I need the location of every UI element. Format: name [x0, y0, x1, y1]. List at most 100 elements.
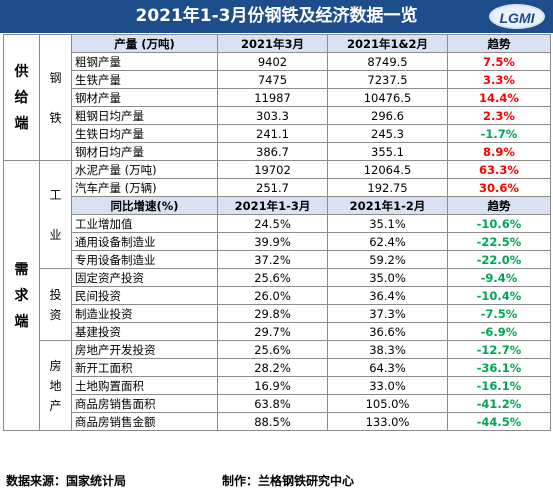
trend-value: -22.5% [447, 232, 551, 251]
subcategory-realestate: 房 地 产 [39, 340, 72, 431]
row-label: 通用设备制造业 [71, 232, 218, 251]
data-table: 供 给 端钢 铁产量 (万吨) 2021年3月 2021年1&2月 趋势 粗钢产量 940… [3, 34, 551, 431]
value-previous: 8749.5 [327, 52, 448, 71]
value-current: 37.2% [217, 250, 328, 269]
table-row: 房 地 产房地产开发投资 25.6% 38.3% -12.7% [4, 340, 551, 431]
value-previous: 35.1% [327, 214, 448, 233]
table-row: 同比增速(%) 2021年1-3月 2021年1-2月 趋势 [4, 196, 551, 215]
trend-value: -10.4% [447, 286, 551, 305]
subcategory-industry: 工 业 [39, 160, 72, 269]
column-header: 2021年3月 [217, 34, 328, 53]
row-label: 生铁产量 [71, 70, 218, 89]
value-previous: 37.3% [327, 304, 448, 323]
row-label: 钢材产量 [71, 88, 218, 107]
category-demand: 需 求 端 [3, 160, 40, 431]
value-previous: 64.3% [327, 358, 448, 377]
value-previous: 10476.5 [327, 88, 448, 107]
row-label: 土地购置面积 [71, 376, 218, 395]
row-label: 房地产开发投资 [71, 340, 218, 359]
value-previous: 35.0% [327, 268, 448, 287]
table-row: 民间投资 26.0% 36.4% -10.4% [4, 286, 551, 305]
trend-value: -44.5% [447, 412, 551, 431]
trend-value: 2.3% [447, 106, 551, 125]
value-previous: 245.3 [327, 124, 448, 143]
subcategory-steel: 钢 铁 [39, 34, 72, 161]
page-title-text: 2021年1-3月份钢铁及经济数据一览 [135, 6, 418, 26]
value-current: 386.7 [217, 142, 328, 161]
trend-value: -41.2% [447, 394, 551, 413]
row-label: 商品房销售面积 [71, 394, 218, 413]
value-current: 29.7% [217, 322, 328, 341]
value-previous: 33.0% [327, 376, 448, 395]
trend-value: -16.1% [447, 376, 551, 395]
row-label: 汽车产量 (万辆) [71, 178, 218, 197]
row-label: 专用设备制造业 [71, 250, 218, 269]
data-source: 数据来源：国家统计局 [6, 474, 127, 488]
row-label: 钢材日均产量 [71, 142, 218, 161]
value-current: 25.6% [217, 340, 328, 359]
trend-value: -36.1% [447, 358, 551, 377]
table-row: 需 求 端工 业水泥产量 (万吨) 19702 12064.5 63.3% [3, 160, 551, 431]
table-row: 商品房销售金额 88.5% 133.0% -44.5% [4, 412, 551, 431]
value-current: 9402 [217, 52, 328, 71]
column-header: 2021年1&2月 [327, 34, 448, 53]
trend-value: -10.6% [447, 214, 551, 233]
trend-value: 14.4% [447, 88, 551, 107]
value-current: 19702 [217, 160, 328, 179]
row-label: 新开工面积 [71, 358, 218, 377]
table-row: 专用设备制造业 37.2% 59.2% -22.0% [4, 250, 551, 269]
column-header: 2021年1-2月 [327, 196, 448, 215]
value-current: 16.9% [217, 376, 328, 395]
row-label: 民间投资 [71, 286, 218, 305]
trend-value: -6.9% [447, 322, 551, 341]
row-label: 商品房销售金额 [71, 412, 218, 431]
lgmi-logo: LGMI [489, 4, 545, 29]
value-current: 26.0% [217, 286, 328, 305]
category-supply: 供 给 端 [3, 34, 40, 161]
value-previous: 38.3% [327, 340, 448, 359]
table-row: 生铁日均产量 241.1 245.3 -1.7% [4, 124, 551, 143]
trend-value: 30.6% [447, 178, 551, 197]
value-previous: 36.6% [327, 322, 448, 341]
value-current: 29.8% [217, 304, 328, 323]
trend-value: 3.3% [447, 70, 551, 89]
table-row: 钢材产量 11987 10476.5 14.4% [4, 88, 551, 107]
trend-value: -7.5% [447, 304, 551, 323]
value-previous: 355.1 [327, 142, 448, 161]
trend-value: -22.0% [447, 250, 551, 269]
row-label: 工业增加值 [71, 214, 218, 233]
table-row: 通用设备制造业 39.9% 62.4% -22.5% [4, 232, 551, 251]
value-previous: 192.75 [327, 178, 448, 197]
table-row: 粗钢产量 9402 8749.5 7.5% [4, 52, 551, 71]
value-previous: 105.0% [327, 394, 448, 413]
row-label: 粗钢产量 [71, 52, 218, 71]
table-row: 汽车产量 (万辆) 251.7 192.75 30.6% [4, 178, 551, 197]
value-current: 11987 [217, 88, 328, 107]
value-current: 28.2% [217, 358, 328, 377]
producer: 制作：兰格钢铁研究中心 [222, 474, 355, 488]
value-previous: 62.4% [327, 232, 448, 251]
value-current: 39.9% [217, 232, 328, 251]
value-previous: 12064.5 [327, 160, 448, 179]
column-header: 趋势 [447, 34, 551, 53]
table-row: 投 资固定资产投资 25.6% 35.0% -9.4% [4, 268, 551, 341]
trend-value: 7.5% [447, 52, 551, 71]
row-label: 固定资产投资 [71, 268, 218, 287]
trend-value: -12.7% [447, 340, 551, 359]
footer: 数据来源：国家统计局 制作：兰格钢铁研究中心 [6, 471, 551, 491]
trend-value: 63.3% [447, 160, 551, 179]
page-title: 2021年1-3月份钢铁及经济数据一览 [0, 0, 553, 33]
value-previous: 133.0% [327, 412, 448, 431]
value-previous: 7237.5 [327, 70, 448, 89]
column-header: 2021年1-3月 [217, 196, 328, 215]
value-current: 25.6% [217, 268, 328, 287]
column-header: 同比增速(%) [71, 196, 218, 215]
subcategory-investment: 投 资 [39, 268, 72, 341]
value-current: 88.5% [217, 412, 328, 431]
value-current: 24.5% [217, 214, 328, 233]
value-previous: 296.6 [327, 106, 448, 125]
table-row: 钢材日均产量 386.7 355.1 8.9% [4, 142, 551, 161]
value-current: 241.1 [217, 124, 328, 143]
column-header: 趋势 [447, 196, 551, 215]
